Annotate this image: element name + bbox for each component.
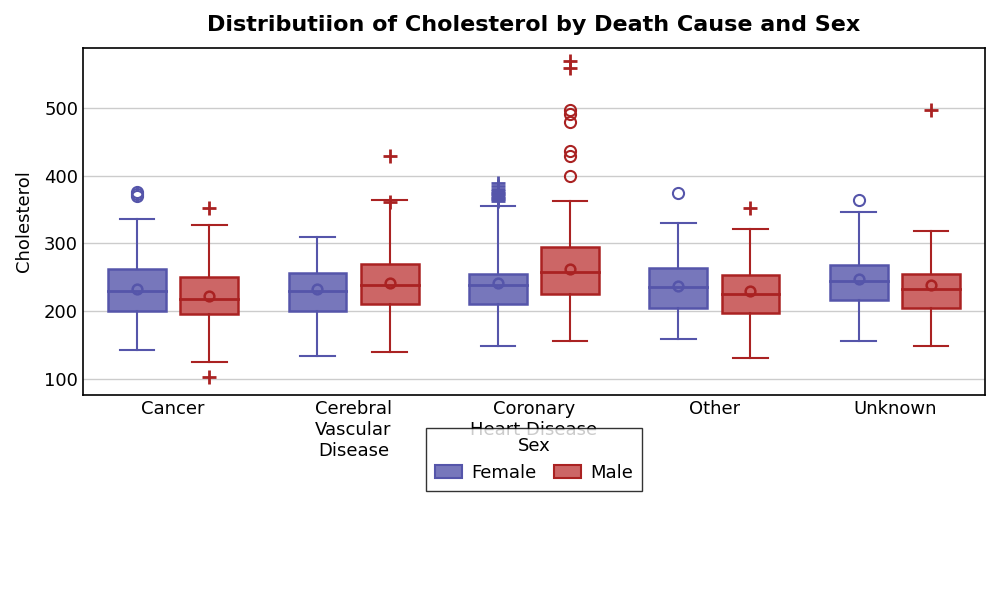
Bar [830,265,888,299]
Bar [108,269,166,311]
Y-axis label: Cholesterol: Cholesterol [15,170,33,272]
Bar [902,274,960,308]
Bar [722,275,779,313]
Bar [180,277,238,314]
Title: Distributiion of Cholesterol by Death Cause and Sex: Distributiion of Cholesterol by Death Ca… [207,15,861,35]
Bar [361,264,419,304]
Bar [289,272,346,311]
Legend: Female, Male: Female, Male [426,428,642,491]
Bar [469,274,527,304]
Bar [649,268,707,308]
Bar [541,247,599,294]
